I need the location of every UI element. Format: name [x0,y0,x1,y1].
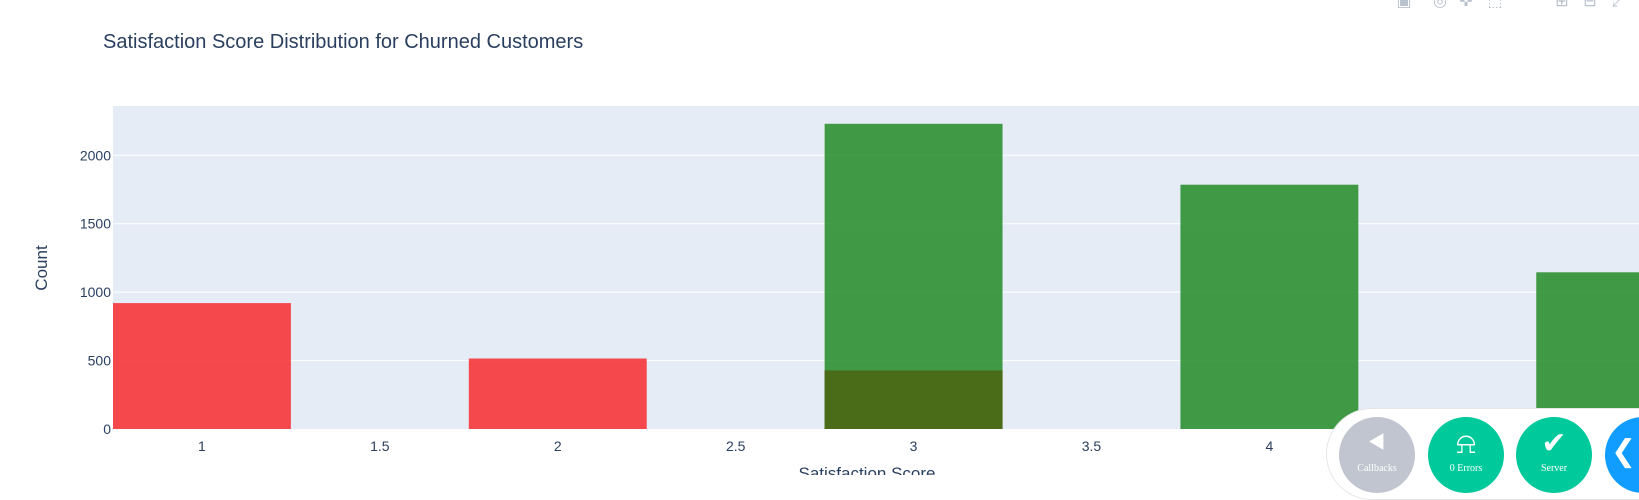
x-tick-label: 1 [198,438,206,454]
camera-icon[interactable]: ▣ [1396,0,1412,10]
bar-series-1[interactable] [468,358,647,429]
bars [113,123,1639,430]
pan-icon[interactable]: ✜ [1459,0,1473,10]
x-tick-label: 3 [910,438,918,454]
x-tick-label: 4 [1265,438,1273,454]
bar-series-1[interactable] [113,303,291,429]
chart-title: Satisfaction Score Distribution for Chur… [103,31,583,53]
share-icon: ⯇ [1365,426,1389,461]
bar-series-2[interactable] [1180,184,1359,429]
bar-series-2[interactable] [1536,272,1639,429]
modebar: ▣ ◎ ✜ ⬚ ⌒ ⊞ ⊟ ⤢ [1395,0,1639,12]
x-tick-label: 3.5 [1082,438,1102,454]
errors-button[interactable]: ⍾ 0 Errors [1428,417,1504,493]
chevron-left-icon: ❮ [1611,434,1637,469]
zoom-icon[interactable]: ◎ [1433,0,1447,10]
x-tick-label: 2.5 [726,438,746,454]
server-label: Server [1540,463,1568,474]
chart-figure: Satisfaction Score Distribution for Chur… [32,31,1639,475]
x-tick-label: 1.5 [370,438,390,454]
zoom-out-icon[interactable]: ⊟ [1583,0,1597,10]
y-tick-label: 1000 [80,284,111,300]
y-axis-title: Count [32,245,51,291]
callbacks-label: Callbacks [1357,463,1397,474]
y-tick-label: 1500 [80,216,111,232]
y-axis-ticks: 0 500 1000 1500 2000 [80,147,111,437]
callbacks-button[interactable]: ⯇ Callbacks [1339,417,1415,493]
lasso-icon[interactable]: ⌒ [1514,0,1531,10]
x-axis-title: Satisfaction Score [798,464,935,475]
bell-icon: ⍾ [1456,426,1476,461]
autoscale-icon[interactable]: ⤢ [1611,0,1625,10]
y-tick-label: 500 [88,353,112,369]
box-select-icon[interactable]: ⬚ [1487,0,1503,10]
x-tick-label: 2 [554,438,562,454]
server-button[interactable]: ✔ Server [1516,417,1592,493]
zoom-in-icon[interactable]: ⊞ [1555,0,1569,10]
errors-label: 0 Errors [1449,463,1483,474]
y-tick-label: 0 [103,421,111,437]
check-icon: ✔ [1541,426,1567,461]
x-axis-ticks: 1 1.5 2 2.5 3 3.5 4 [198,438,1273,454]
y-tick-label: 2000 [80,147,111,163]
bar-overlap [824,370,1003,429]
